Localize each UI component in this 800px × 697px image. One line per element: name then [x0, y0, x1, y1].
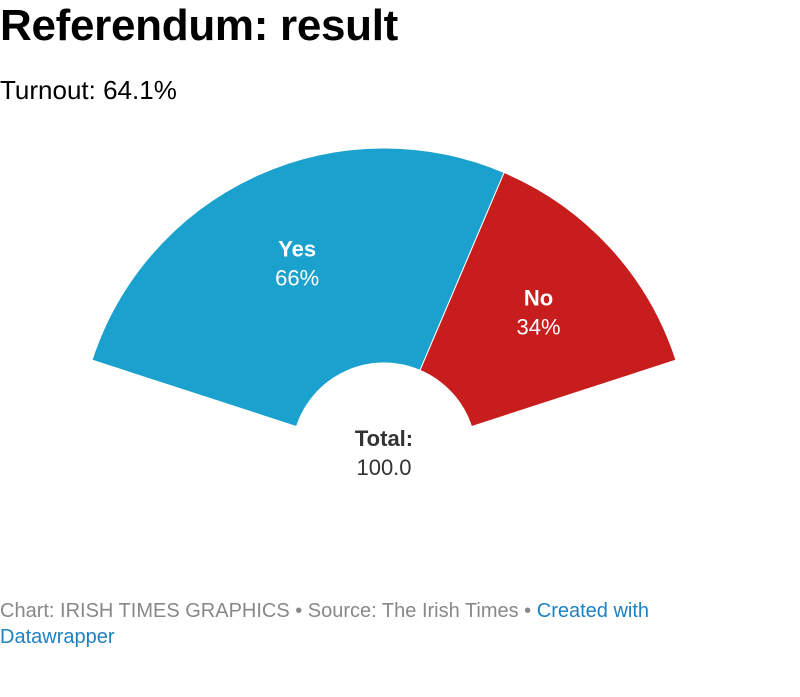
datawrapper-link[interactable]: Created with Datawrapper	[0, 600, 650, 648]
chart-subtitle: Turnout: 64.1%	[0, 75, 177, 105]
slice-no[interactable]	[419, 171, 677, 428]
slice-label-no: No	[524, 286, 553, 311]
slice-yes[interactable]	[91, 147, 505, 428]
footer-credit: Chart: IRISH TIMES GRAPHICS • Source: Th…	[0, 600, 537, 622]
slice-value-yes: 66%	[275, 265, 319, 290]
slice-value-no: 34%	[516, 315, 560, 340]
center-total-label: Total:	[355, 426, 413, 451]
slice-label-yes: Yes	[278, 236, 316, 261]
center-total-value: 100.0	[356, 455, 411, 480]
chart-title: Referendum: result	[0, 1, 399, 50]
chart-footer: Chart: IRISH TIMES GRAPHICS • Source: Th…	[0, 598, 760, 650]
